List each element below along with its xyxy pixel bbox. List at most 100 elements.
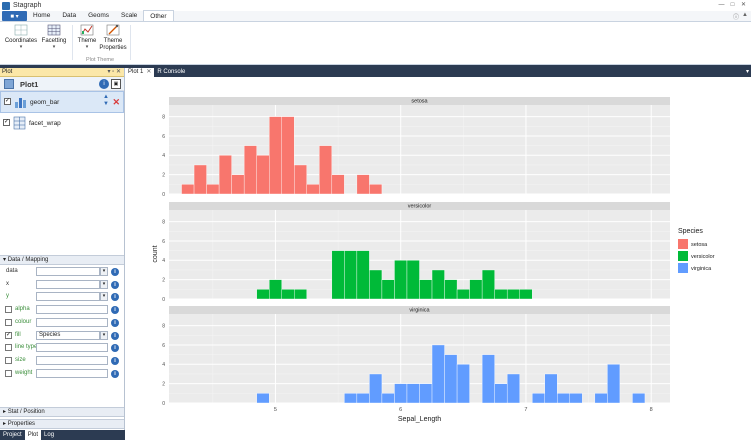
- prop-label: weight: [15, 369, 33, 376]
- y-tick-label: 6: [162, 134, 165, 140]
- tab-scale[interactable]: Scale: [121, 12, 138, 19]
- properties-header[interactable]: ▸ Properties: [0, 419, 124, 429]
- prop-value-field[interactable]: [36, 355, 108, 365]
- theme-button[interactable]: Theme ▾: [74, 24, 100, 58]
- tab-project[interactable]: Project: [3, 432, 22, 438]
- stat-position-header[interactable]: ▸ Stat / Position: [0, 407, 124, 417]
- info-icon[interactable]: i: [111, 306, 119, 315]
- chevron-down-icon[interactable]: ▾: [100, 330, 108, 340]
- chevron-down-icon[interactable]: ▾: [100, 267, 108, 276]
- theme-properties-icon: [106, 24, 120, 36]
- info-icon[interactable]: i: [111, 369, 119, 378]
- y-tick-label: 0: [162, 297, 165, 303]
- tab-plot-1[interactable]: Plot 1 ✕: [125, 68, 155, 77]
- ribbon-collapse-icon[interactable]: ▲: [742, 12, 748, 18]
- coordinates-button[interactable]: Coordinates ▾: [2, 24, 40, 58]
- info-icon[interactable]: i: [111, 331, 119, 340]
- prop-value-field[interactable]: [36, 305, 108, 315]
- aesthetic-checkbox[interactable]: [5, 344, 12, 352]
- move-up-down-icon[interactable]: ▲ ▼: [103, 94, 109, 107]
- y-tick-label: 2: [162, 381, 165, 387]
- histogram-bar: [431, 269, 445, 300]
- prop-label: x: [6, 280, 9, 287]
- histogram-bar: [406, 383, 420, 404]
- facetting-button[interactable]: Facetting ▾: [38, 24, 70, 58]
- histogram-bar: [281, 289, 295, 300]
- facet-strip-label: setosa: [411, 99, 428, 105]
- prop-value-field[interactable]: Species: [36, 330, 100, 340]
- prop-value-field[interactable]: [36, 368, 108, 378]
- delete-layer-icon[interactable]: ✕: [112, 97, 120, 107]
- histogram-bar: [381, 279, 395, 300]
- plot-theme-group-label: Plot Theme: [86, 57, 115, 63]
- data-mapping-title: Data / Mapping: [7, 257, 49, 263]
- theme-properties-label: Theme Properties: [99, 38, 127, 51]
- prop-value-field[interactable]: [36, 292, 100, 302]
- file-menu-button[interactable]: ■ ▾: [2, 11, 27, 21]
- chevron-down-icon[interactable]: ▾: [100, 292, 108, 302]
- chevron-down-icon[interactable]: ▾: [100, 279, 108, 289]
- data-mapping-header[interactable]: ▾ Data / Mapping: [0, 255, 124, 265]
- info-icon[interactable]: i: [111, 293, 119, 302]
- ribbon: Coordinates ▾ Facetting ▾ Theme ▾ Theme …: [0, 22, 751, 65]
- y-tick-label: 0: [162, 401, 165, 407]
- histogram-bar: [532, 393, 545, 404]
- facet-histogram-chart: setosa 0 2 4 6 8 versicolor 0 2 4 6 8 virginica 0 2 4 6 8…: [152, 97, 715, 423]
- close-tab-icon[interactable]: ✕: [146, 69, 152, 75]
- info-button[interactable]: i: [99, 79, 109, 89]
- x-axis-title: Sepal_Length: [398, 416, 441, 423]
- theme-label: Theme: [77, 38, 97, 44]
- theme-properties-button[interactable]: Theme Properties: [98, 24, 128, 58]
- layer-checkbox[interactable]: ✓: [3, 119, 10, 126]
- aesthetic-checkbox[interactable]: [5, 369, 12, 377]
- histogram-bar: [394, 383, 408, 404]
- histogram-bar: [294, 289, 307, 300]
- panel-pin-controls[interactable]: ▾ ▫ ✕: [107, 69, 122, 75]
- histogram-bar: [256, 155, 270, 195]
- histogram-bar: [344, 393, 358, 404]
- tab-geoms[interactable]: Geoms: [88, 12, 110, 19]
- histogram-bar: [256, 289, 270, 300]
- prop-value-field[interactable]: [36, 267, 100, 276]
- prop-value-field[interactable]: [36, 343, 108, 353]
- layer-facet-wrap[interactable]: ✓ facet_wrap: [0, 113, 124, 135]
- tab-plot[interactable]: Plot: [24, 430, 42, 440]
- histogram-bar: [356, 393, 370, 404]
- layer-geom-bar[interactable]: ✓ geom_bar ▲ ▼ ✕: [0, 91, 124, 113]
- info-icon[interactable]: i: [111, 356, 119, 365]
- tab-r-console[interactable]: R Console: [157, 69, 186, 75]
- document-tabs: Plot 1 ✕ R Console ▾: [125, 68, 751, 77]
- prop-row-fill: ✓ fill Species ▾ i: [0, 330, 124, 342]
- tab-menu-icon[interactable]: ▾: [745, 69, 749, 75]
- y-tick-label: 4: [162, 362, 165, 368]
- histogram-bar: [319, 145, 333, 195]
- info-icon[interactable]: i: [111, 344, 119, 353]
- plot-panel-title: Plot: [2, 69, 13, 75]
- histogram-bar: [256, 393, 270, 404]
- prop-value-field[interactable]: [36, 279, 100, 289]
- aesthetic-checkbox[interactable]: [5, 356, 12, 364]
- prop-value-field[interactable]: [36, 317, 108, 327]
- info-icon[interactable]: i: [111, 268, 119, 276]
- tab-log[interactable]: Log: [44, 432, 55, 438]
- aesthetic-checkbox[interactable]: [5, 318, 12, 326]
- tab-other[interactable]: Other: [143, 10, 174, 21]
- plot-item[interactable]: Plot1 i ▣: [0, 77, 124, 91]
- histogram-bar: [243, 145, 257, 195]
- histogram-bar: [381, 393, 395, 404]
- tab-home[interactable]: Home: [33, 12, 51, 19]
- info-icon[interactable]: i: [111, 280, 119, 289]
- aesthetic-checkbox[interactable]: ✓: [5, 331, 12, 339]
- info-icon[interactable]: i: [111, 318, 119, 327]
- facetting-icon: [47, 24, 61, 36]
- save-icon[interactable]: ▣: [111, 79, 121, 89]
- help-icon[interactable]: ⓘ: [733, 15, 740, 21]
- maximize-icon[interactable]: □: [730, 2, 735, 8]
- histogram-bar: [506, 289, 520, 300]
- tab-data[interactable]: Data: [62, 12, 77, 19]
- close-icon[interactable]: ✕: [740, 2, 747, 8]
- minimize-icon[interactable]: —: [718, 2, 725, 8]
- layer-checkbox[interactable]: ✓: [4, 98, 11, 105]
- aesthetic-checkbox[interactable]: [5, 306, 12, 314]
- x-tick-label: 7: [524, 407, 527, 413]
